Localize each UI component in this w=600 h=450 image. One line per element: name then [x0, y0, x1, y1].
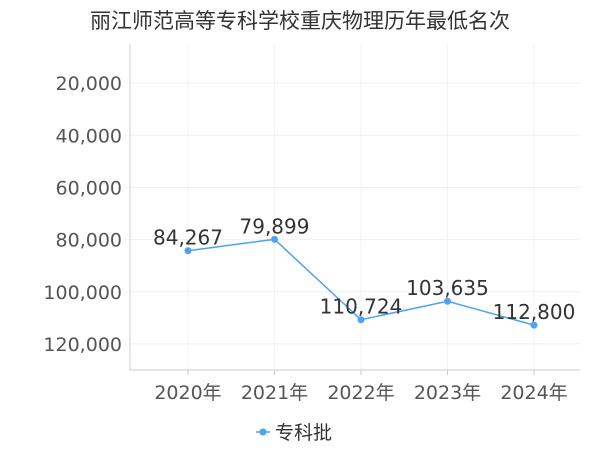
y-tick-label: 60,000 [56, 177, 122, 199]
x-tick-label: 2023年 [414, 382, 481, 404]
x-tick-label: 2020年 [154, 382, 221, 404]
data-point[interactable] [530, 321, 538, 329]
y-tick-label: 120,000 [43, 334, 122, 356]
x-tick-label: 2024年 [500, 382, 567, 404]
data-label: 79,899 [240, 214, 310, 238]
y-tick-label: 100,000 [43, 282, 122, 304]
axes [129, 44, 580, 371]
y-tick-label: 40,000 [56, 125, 122, 147]
series-layer [184, 235, 538, 329]
y-tick-label: 20,000 [56, 73, 122, 95]
y-axis-ticks: 20,000 40,000 60,000 80,000 100,000 120,000 [43, 73, 122, 356]
data-point[interactable] [357, 316, 365, 324]
data-point[interactable] [184, 247, 192, 255]
data-point[interactable] [271, 235, 278, 243]
chart-title: 丽江师范高等专科学校重庆物理历年最低名次 [90, 9, 510, 33]
legend-label[interactable]: 专科批 [275, 422, 332, 444]
legend-marker-icon [259, 428, 267, 436]
x-axis-ticks: 2020年 2021年 2022年 2023年 2024年 [154, 370, 568, 404]
data-label: 112,800 [493, 300, 576, 324]
legend[interactable]: 专科批 [256, 422, 332, 444]
x-tick-label: 2021年 [241, 382, 308, 404]
y-tick-label: 80,000 [56, 230, 122, 252]
data-label: 84,267 [153, 226, 223, 250]
data-label: 110,724 [320, 295, 403, 319]
x-tick-label: 2022年 [327, 382, 394, 404]
data-label: 103,635 [406, 276, 489, 300]
grid-lines [130, 44, 580, 370]
data-point[interactable] [444, 297, 451, 305]
